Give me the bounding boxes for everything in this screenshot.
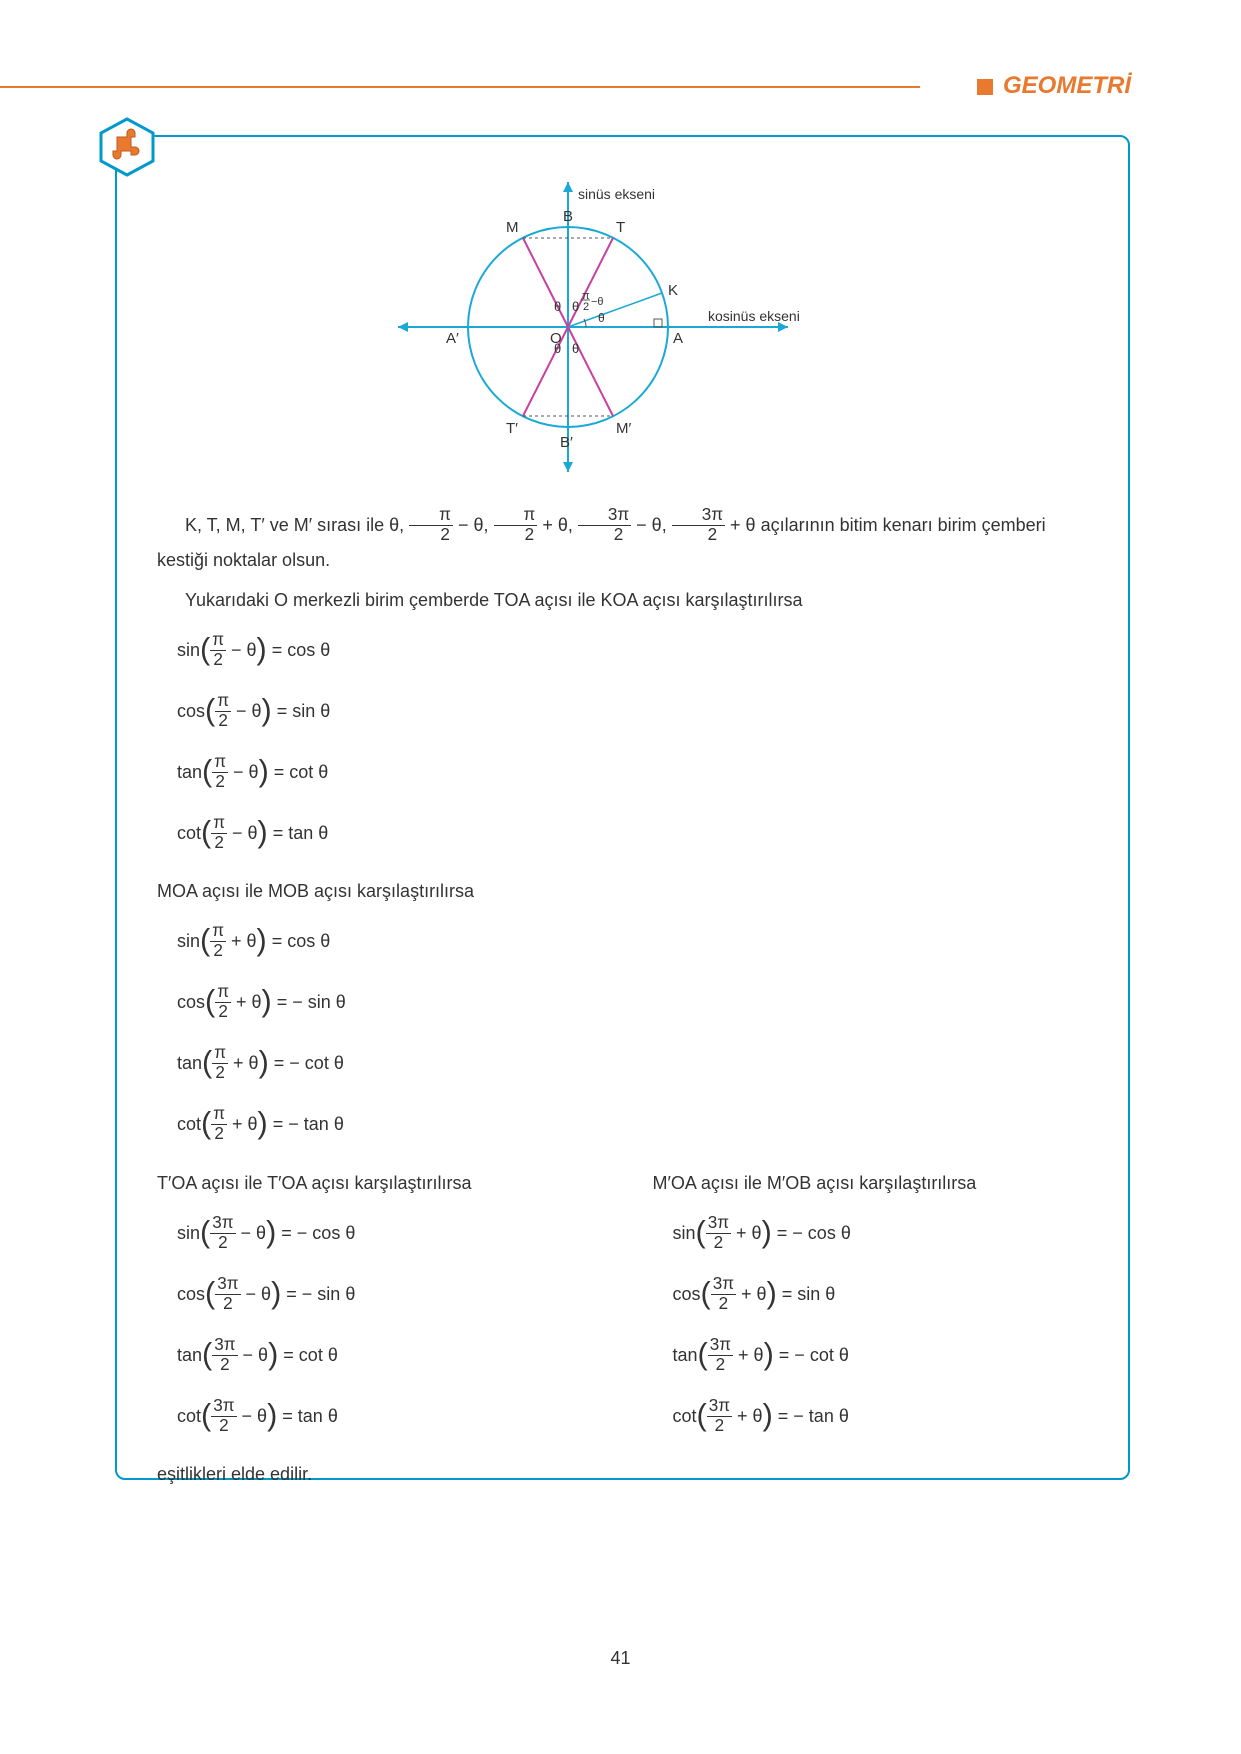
page-number: 41 bbox=[0, 1648, 1241, 1669]
equations-3pi2-plus: sin(3π2 + θ) = − cos θ cos(3π2 + θ) = si… bbox=[673, 1210, 1089, 1442]
equations-pi2-plus: sin(π2 + θ) = cos θ cos(π2 + θ) = − sin … bbox=[177, 918, 1088, 1150]
page-section-title: GEOMETRİ bbox=[977, 72, 1131, 100]
label-Ap: A′ bbox=[446, 330, 459, 347]
right-column: M′OA açısı ile M′OB açısı karşılaştırılı… bbox=[653, 1169, 1089, 1500]
svg-text:θ: θ bbox=[572, 299, 579, 314]
left-column: T′OA açısı ile T′OA açısı karşılaştırılı… bbox=[157, 1169, 593, 1500]
svg-text:θ: θ bbox=[554, 299, 561, 314]
equations-3pi2-minus: sin(3π2 − θ) = − cos θ cos(3π2 − θ) = − … bbox=[177, 1210, 593, 1442]
axis-label-cos: kosinüs ekseni bbox=[708, 308, 800, 324]
equations-pi2-minus: sin(π2 − θ) = cos θ cos(π2 − θ) = sin θ … bbox=[177, 627, 1088, 859]
para-compare-TOA-KOA: Yukarıdaki O merkezli birim çemberde TOA… bbox=[157, 586, 1088, 615]
label-B: B bbox=[563, 208, 573, 225]
right-col-heading: M′OA açısı ile M′OB açısı karşılaştırılı… bbox=[653, 1169, 1089, 1198]
content-panel: sinüs ekseni kosinüs ekseni B B′ T M T′ … bbox=[115, 135, 1130, 1480]
axis-label-sin: sinüs ekseni bbox=[578, 186, 655, 202]
header-rule bbox=[0, 86, 920, 88]
label-M: M bbox=[506, 219, 519, 236]
svg-text:−θ: −θ bbox=[591, 296, 604, 308]
intro-paragraph: K, T, M, T′ ve M′ sırası ile θ, π2 − θ, … bbox=[157, 507, 1088, 574]
svg-text:2: 2 bbox=[583, 301, 589, 313]
label-Tp: T′ bbox=[506, 420, 518, 437]
label-Bp: B′ bbox=[560, 434, 573, 451]
left-col-heading: T′OA açısı ile T′OA açısı karşılaştırılı… bbox=[157, 1169, 593, 1198]
label-T: T bbox=[616, 219, 625, 236]
two-column-section: T′OA açısı ile T′OA açısı karşılaştırılı… bbox=[157, 1169, 1088, 1500]
svg-text:θ: θ bbox=[598, 311, 605, 325]
svg-text:θ: θ bbox=[572, 341, 579, 356]
closing-text: eşitlikleri elde edilir. bbox=[157, 1460, 593, 1489]
label-K: K bbox=[668, 282, 678, 299]
puzzle-icon bbox=[97, 117, 157, 177]
para-compare-MOA-MOB: MOA açısı ile MOB açısı karşılaştırılırs… bbox=[157, 877, 1088, 906]
label-A: A bbox=[673, 330, 683, 347]
svg-text:θ: θ bbox=[554, 341, 561, 356]
unit-circle-diagram: sinüs ekseni kosinüs ekseni B B′ T M T′ … bbox=[147, 177, 1098, 482]
body-text: K, T, M, T′ ve M′ sırası ile θ, π2 − θ, … bbox=[147, 507, 1098, 1501]
label-Mp: M′ bbox=[616, 420, 631, 437]
